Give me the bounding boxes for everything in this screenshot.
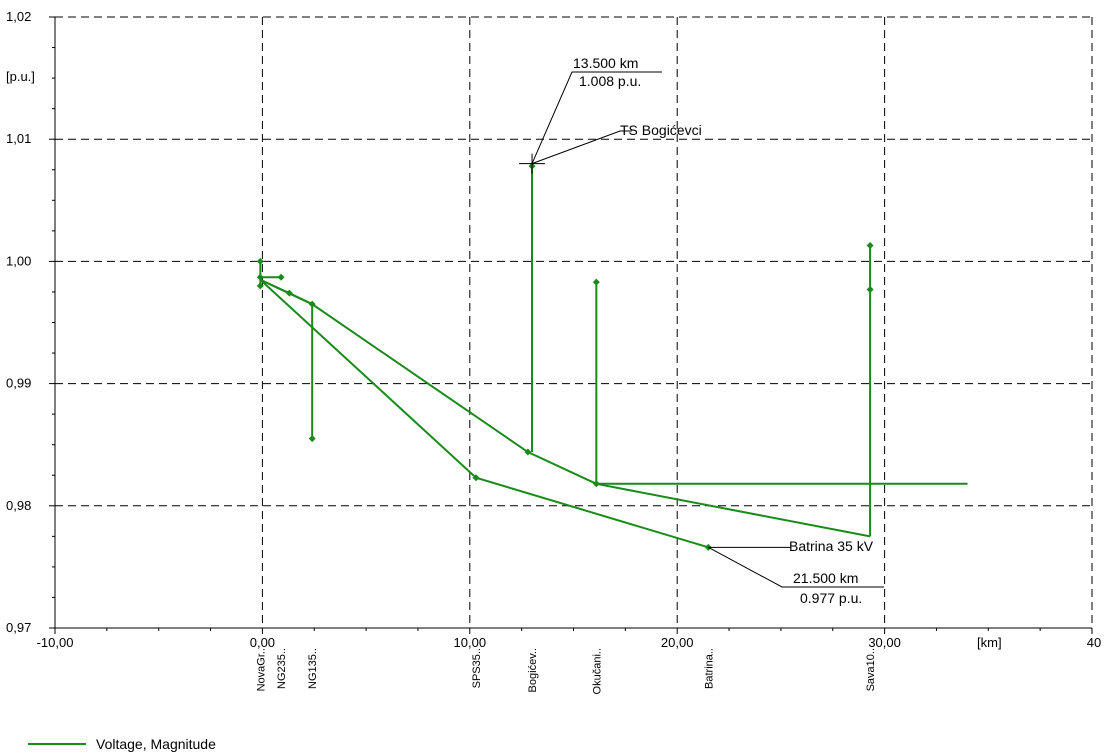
node-label: Bogićev.. <box>527 648 539 692</box>
data-point-marker <box>866 286 874 294</box>
data-point-marker <box>256 273 264 281</box>
x-tick-label: -10,00 <box>37 635 74 650</box>
data-point-marker <box>256 282 264 290</box>
legend: Voltage, Magnitude <box>28 734 216 754</box>
data-point-marker <box>592 278 600 286</box>
node-label: SPS35.. <box>471 648 483 688</box>
y-tick-label: 0,98 <box>6 498 31 513</box>
voltage-line-segment <box>259 278 709 549</box>
y-tick-label: 0,97 <box>6 620 31 635</box>
y-tick-label: 0,99 <box>6 376 31 391</box>
annotation-name: TS Bogićevci <box>620 122 702 138</box>
node-label-layer: NovaGr.. NG235.. NG135.. SPS35.. Bogićev.. Ok… <box>255 648 877 694</box>
x-tick-label: 10,00 <box>454 635 487 650</box>
x-tick-label: 40 <box>1087 635 1101 650</box>
y-tick-label: 1,00 <box>6 253 31 268</box>
markers-layer <box>256 162 874 551</box>
x-tick-label: 20,00 <box>661 635 694 650</box>
legend-line-swatch <box>28 743 86 745</box>
node-label: Okučani.. <box>591 648 603 694</box>
node-label: NG135.. <box>307 648 319 689</box>
node-label: NG235.. <box>276 648 288 689</box>
y-tick-label: 1,01 <box>6 131 31 146</box>
voltage-profile-chart: 0,97 0,98 0,99 1,00 1,01 1,02 [p.u.] -10,00 0,00… <box>6 9 1101 694</box>
node-label: Batrina.. <box>703 648 715 689</box>
y-unit-label: [p.u.] <box>6 69 35 84</box>
data-point-marker <box>472 474 480 482</box>
name-leader-line <box>531 130 632 165</box>
data-point-marker <box>524 448 532 456</box>
x-tick-label: 30,00 <box>868 635 901 650</box>
data-point-marker <box>308 435 316 443</box>
data-point-marker <box>256 257 264 265</box>
node-label: NovaGr.. <box>255 648 267 691</box>
axes-layer: 0,97 0,98 0,99 1,00 1,01 1,02 [p.u.] -10,00 0,00… <box>6 9 1101 650</box>
annotation-layer: 13.500 km 1.008 p.u. TS Bogićevci Batrina 3… <box>519 55 884 606</box>
legend-label: Voltage, Magnitude <box>96 736 216 752</box>
annotation-value: 0.977 p.u. <box>800 590 862 606</box>
voltage-line-segment <box>259 278 597 485</box>
voltage-line-segment <box>596 482 871 538</box>
series-layer <box>259 166 968 549</box>
x-unit-label: [km] <box>977 635 1002 650</box>
annotation-distance: 21.500 km <box>793 570 858 586</box>
grid-layer <box>55 16 1093 628</box>
node-label: Sava10.. <box>865 648 877 691</box>
annotation-value: 1.008 p.u. <box>579 73 641 89</box>
x-tick-label: 0,00 <box>250 635 275 650</box>
y-tick-label: 1,02 <box>6 9 31 24</box>
data-point-marker <box>308 300 316 308</box>
annotation-distance: 13.500 km <box>573 55 638 71</box>
data-point-marker <box>592 480 600 488</box>
value-leader-line <box>708 546 884 588</box>
data-point-marker <box>277 273 285 281</box>
value-leader-line <box>531 71 662 164</box>
data-point-marker <box>866 242 874 250</box>
annotation-name: Batrina 35 kV <box>789 538 874 554</box>
data-point-marker <box>285 289 293 297</box>
